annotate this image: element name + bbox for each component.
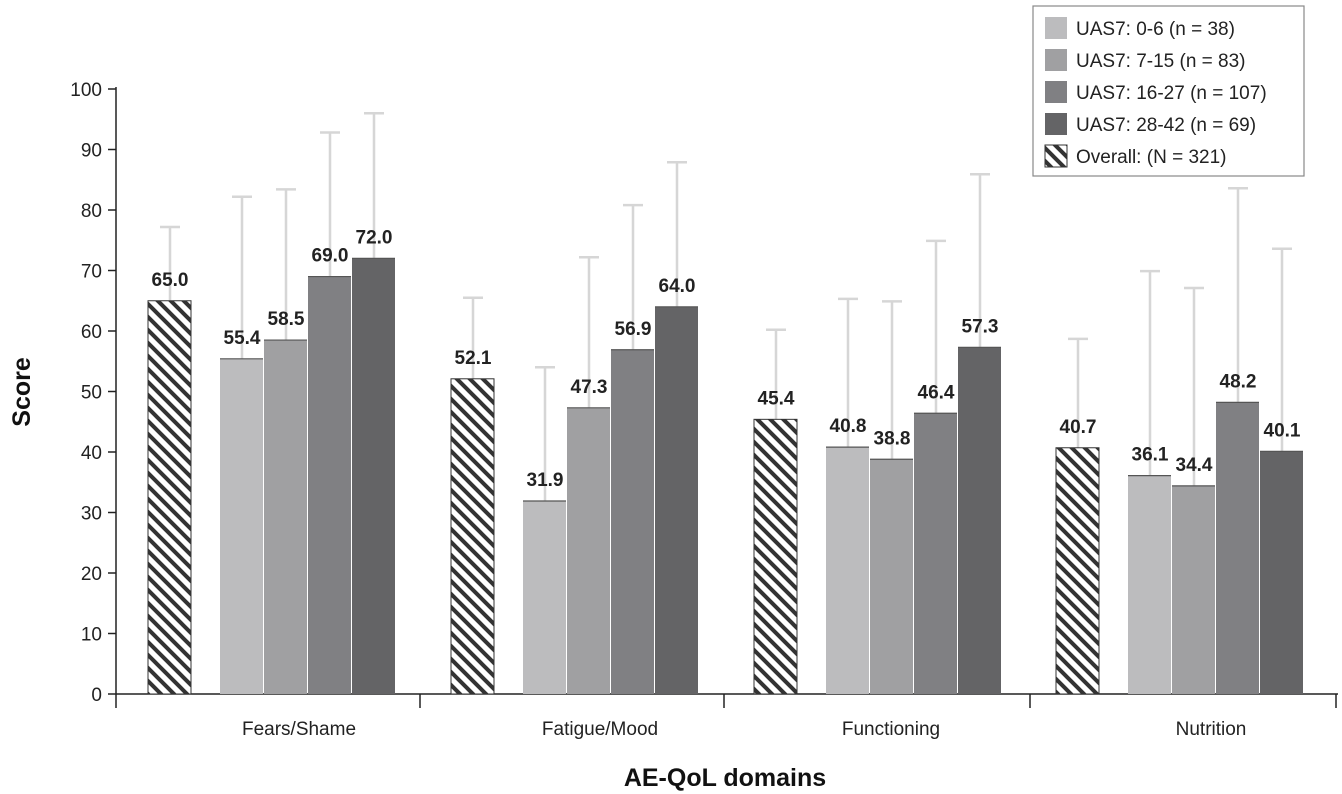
y-tick-label: 40 (81, 443, 102, 464)
x-tick-label: Fears/Shame (242, 719, 356, 740)
bar (826, 447, 869, 694)
legend-swatch (1045, 49, 1067, 71)
data-label: 55.4 (224, 328, 261, 349)
bar (1055, 447, 1100, 695)
data-label: 45.4 (758, 388, 795, 409)
y-tick-label: 60 (81, 322, 102, 343)
bar (567, 407, 610, 694)
y-tick-label: 100 (70, 80, 102, 101)
data-label: 58.5 (268, 309, 305, 330)
y-tick-label: 0 (91, 685, 102, 706)
bar (308, 276, 351, 694)
x-tick-label: Nutrition (1176, 719, 1247, 740)
x-axis-title: AE-QoL domains (624, 764, 826, 792)
data-label: 57.3 (962, 316, 999, 337)
bar (870, 459, 913, 694)
data-label: 40.8 (830, 416, 867, 437)
data-label: 46.4 (918, 382, 955, 403)
x-tick-label: Fatigue/Mood (542, 719, 658, 740)
legend-box (1032, 5, 1305, 177)
data-label: 40.1 (1264, 420, 1301, 441)
legend-entry: UAS7: 28-42 (n = 69) (1076, 115, 1256, 136)
data-label: 64.0 (659, 276, 696, 297)
y-tick-label: 90 (81, 141, 102, 162)
bar (1216, 402, 1259, 694)
bar (523, 501, 566, 694)
data-label: 40.7 (1060, 417, 1097, 438)
legend-entry: Overall: (N = 321) (1076, 147, 1226, 168)
bar (220, 358, 263, 694)
data-label: 52.1 (455, 348, 492, 369)
y-tick-label: 80 (81, 201, 102, 222)
bar (958, 347, 1001, 694)
bar (1260, 451, 1303, 694)
bar (1128, 475, 1171, 694)
bar (1172, 485, 1215, 694)
y-axis-title: Score (8, 357, 36, 427)
bar (655, 306, 698, 694)
y-tick-label: 30 (81, 504, 102, 525)
legend-entry: UAS7: 16-27 (n = 107) (1076, 83, 1267, 104)
data-label: 47.3 (571, 377, 608, 398)
bar (450, 378, 495, 695)
legend-swatch (1045, 113, 1067, 135)
bar (914, 413, 957, 694)
bar (264, 340, 307, 694)
y-tick-label: 10 (81, 625, 102, 646)
y-tick-label: 70 (81, 262, 102, 283)
bar (352, 258, 395, 694)
data-label: 36.1 (1132, 445, 1169, 466)
legend: UAS7: 0-6 (n = 38) UAS7: 7-15 (n = 83) UAS… (1032, 5, 1305, 177)
data-label: 56.9 (615, 319, 652, 340)
data-label: 69.0 (312, 246, 349, 267)
y-tick-label: 50 (81, 383, 102, 404)
legend-swatch (1045, 17, 1067, 39)
bar (753, 418, 798, 695)
value-labels: 65.0 55.4 58.5 69.0 72.0 52.1 31.9 47.3 56.9 64.0… (152, 227, 1301, 491)
data-label: 38.8 (874, 428, 911, 449)
data-label: 48.2 (1220, 371, 1257, 392)
bar (147, 300, 192, 695)
legend-swatch (1045, 81, 1067, 103)
bars (147, 257, 1303, 695)
axes: 0 10 20 30 40 50 60 70 80 90 100 Fears/Shame Fatigue… (70, 80, 1338, 740)
data-label: 65.0 (152, 270, 189, 291)
legend-swatch (1044, 144, 1068, 168)
bar (611, 349, 654, 694)
y-tick-label: 20 (81, 564, 102, 585)
legend-entry: UAS7: 7-15 (n = 83) (1076, 51, 1246, 72)
data-label: 31.9 (527, 470, 564, 491)
legend-entry: UAS7: 0-6 (n = 38) (1076, 19, 1235, 40)
data-label: 72.0 (356, 227, 393, 248)
data-label: 34.4 (1176, 455, 1213, 476)
x-tick-label: Functioning (842, 719, 940, 740)
